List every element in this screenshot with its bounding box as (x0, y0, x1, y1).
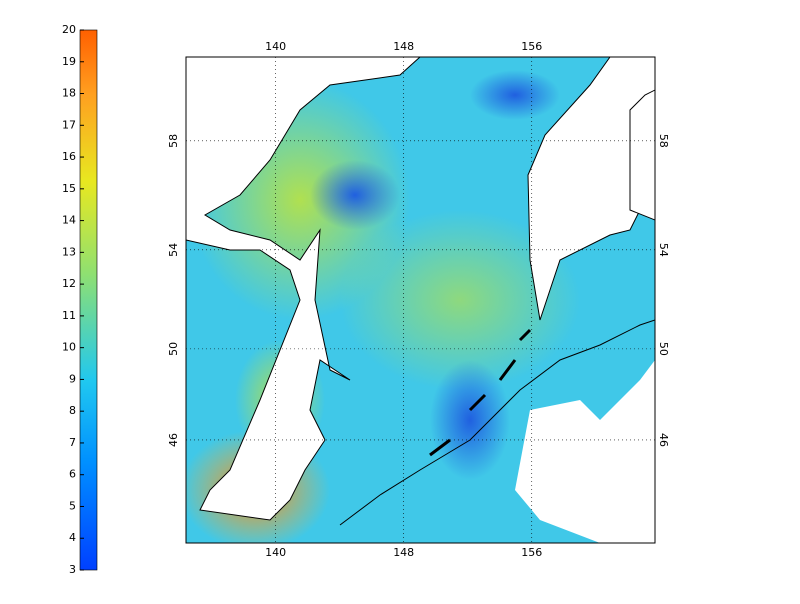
colorbar-tick-label: 6 (69, 468, 76, 481)
y-tick-label-left: 50 (167, 342, 180, 356)
y-tick-label-left: 54 (167, 243, 180, 257)
x-tick-label-bottom: 156 (521, 546, 542, 559)
colorbar-tick-label: 17 (62, 118, 76, 131)
colorbar-tick-label: 11 (62, 309, 76, 322)
x-tick-label-top: 148 (393, 40, 414, 53)
y-tick-label-right: 50 (657, 342, 670, 356)
colorbar-tick-label: 10 (62, 341, 76, 354)
colorbar-tick-label: 19 (62, 55, 76, 68)
y-tick-label-left: 46 (167, 433, 180, 447)
colorbar-tick-label: 16 (62, 150, 76, 163)
y-tick-label-right: 46 (657, 433, 670, 447)
colorbar-tick-label: 8 (69, 404, 76, 417)
map-frame (185, 56, 656, 544)
colorbar-tick-label: 15 (62, 182, 76, 195)
x-tick-label-bottom: 140 (265, 546, 286, 559)
x-tick-label-top: 156 (521, 40, 542, 53)
colorbar-tick-label: 4 (69, 531, 76, 544)
colorbar-tick-label: 9 (69, 372, 76, 385)
colorbar-tick-label: 18 (62, 87, 76, 100)
y-tick-label-right: 54 (657, 243, 670, 257)
sst-field (186, 57, 655, 543)
x-tick-label-top: 140 (265, 40, 286, 53)
colorbar-tick-label: 5 (69, 499, 76, 512)
colorbar-tick-label: 14 (62, 214, 76, 227)
colorbar-tick-label: 3 (69, 563, 76, 576)
colorbar (79, 29, 98, 571)
colorbar-tick-label: 20 (62, 23, 76, 36)
x-tick-label-bottom: 148 (393, 546, 414, 559)
colorbar-tick-label: 12 (62, 277, 76, 290)
y-tick-label-right: 58 (657, 134, 670, 148)
colorbar-tick-label: 13 (62, 245, 76, 258)
colorbar-tick-label: 7 (69, 436, 76, 449)
y-tick-label-left: 58 (167, 134, 180, 148)
